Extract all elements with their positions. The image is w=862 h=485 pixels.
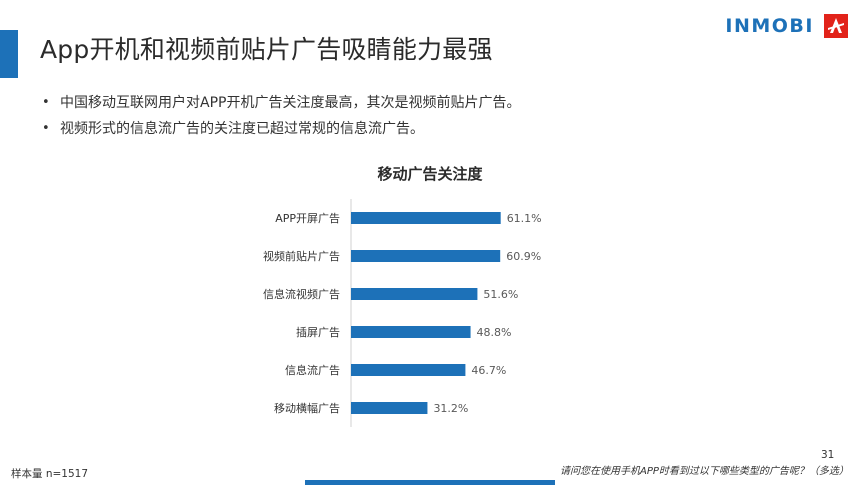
value-label: 46.7% (471, 364, 506, 377)
bullet-list: • 中国移动互联网用户对APP开机广告关注度最高，其次是视频前贴片广告。 • 视… (42, 90, 520, 142)
bar (351, 212, 501, 224)
logo-mark-icon (824, 14, 848, 38)
value-label: 48.8% (477, 326, 512, 339)
bar (351, 250, 501, 262)
bullet-text: 中国移动互联网用户对APP开机广告关注度最高，其次是视频前贴片广告。 (60, 95, 521, 111)
category-label: 信息流视频广告 (263, 287, 340, 301)
bar (351, 288, 478, 300)
category-label: 信息流广告 (285, 363, 340, 377)
category-label: APP开屏广告 (275, 212, 340, 225)
chart-title: 移动广告关注度 (377, 165, 483, 183)
bullet-dot-icon: • (42, 95, 50, 110)
bar (351, 364, 466, 376)
bar (351, 326, 471, 338)
category-label: 插屏广告 (296, 325, 340, 339)
footer-accent-bar (305, 480, 555, 485)
title-accent-bar (0, 30, 18, 78)
value-label: 61.1% (507, 212, 542, 225)
bullet-item: • 中国移动互联网用户对APP开机广告关注度最高，其次是视频前贴片广告。 (42, 90, 520, 116)
category-label: 移动横幅广告 (274, 401, 340, 415)
page-title: App开机和视频前贴片广告吸睛能力最强 (40, 35, 493, 64)
bullet-text: 视频形式的信息流广告的关注度已超过常规的信息流广告。 (60, 121, 424, 137)
logo-wordmark: INMOBI (725, 15, 814, 37)
bullet-item: • 视频形式的信息流广告的关注度已超过常规的信息流广告。 (42, 116, 520, 142)
category-label: 视频前贴片广告 (263, 249, 340, 263)
sample-size-note: 样本量 n=1517 (11, 468, 89, 480)
value-label: 60.9% (506, 250, 541, 263)
brand-logo: INMOBI (725, 14, 848, 38)
value-label: 31.2% (433, 402, 468, 415)
bullet-dot-icon: • (42, 121, 50, 136)
page-number: 31 (821, 449, 835, 461)
value-label: 51.6% (483, 288, 518, 301)
bar (351, 402, 428, 414)
survey-question-note: 请问您在使用手机APP时看到过以下哪些类型的广告呢？（多选） (560, 466, 849, 477)
